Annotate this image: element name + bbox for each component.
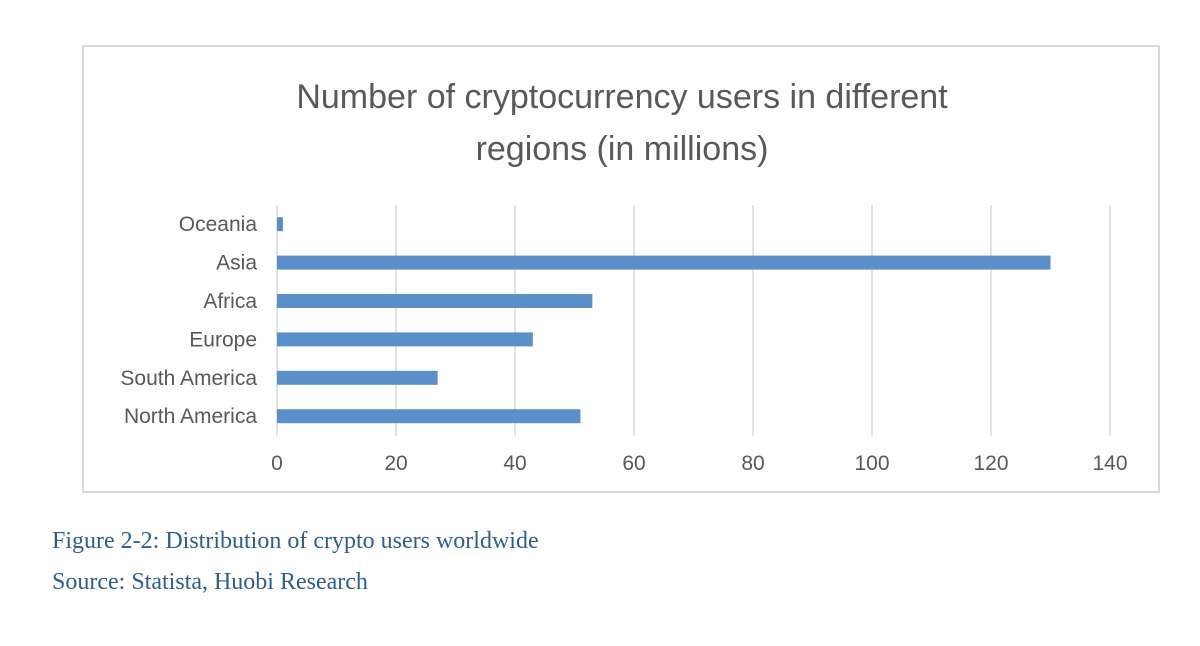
category-labels: Oceania Asia Africa Europe South America Nort… (120, 213, 257, 428)
x-tick-label: 100 (854, 452, 889, 475)
x-tick-labels: 0 20 40 60 80 100 120 140 (271, 452, 1127, 475)
x-tick-label: 20 (384, 452, 407, 475)
bar-north-america (277, 409, 581, 424)
bar-south-america (277, 370, 438, 385)
category-label: Africa (203, 290, 257, 313)
bar-oceania (277, 217, 283, 232)
x-tick-label: 140 (1092, 452, 1127, 475)
bar-europe (277, 332, 533, 347)
category-label: Asia (216, 252, 257, 275)
x-tick-label: 60 (622, 452, 645, 475)
category-label: South America (120, 367, 257, 390)
chart-title-line-2: regions (in millions) (476, 130, 769, 168)
category-label: Oceania (179, 213, 258, 236)
chart-title: Number of cryptocurrency users in differ… (296, 78, 948, 168)
source-caption: Source: Statista, Huobi Research (52, 569, 368, 595)
x-tick-label: 40 (503, 452, 526, 475)
category-label: Europe (189, 328, 257, 351)
x-tick-label: 120 (973, 452, 1008, 475)
chart-title-line-1: Number of cryptocurrency users in differ… (296, 78, 948, 116)
bar-asia (277, 255, 1051, 270)
bar-africa (277, 294, 593, 308)
bars (277, 217, 1051, 424)
x-tick-label: 80 (741, 452, 764, 475)
gridlines (276, 205, 1111, 436)
x-tick-label: 0 (271, 452, 283, 475)
figure-caption: Figure 2-2: Distribution of crypto users… (52, 528, 539, 554)
category-label: North America (124, 405, 257, 428)
